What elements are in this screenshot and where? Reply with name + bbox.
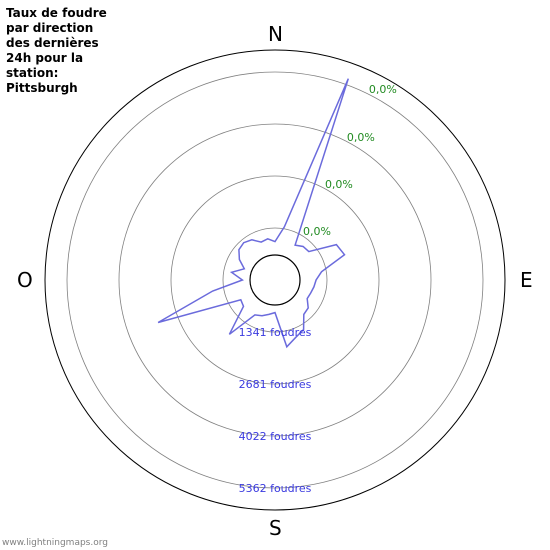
strike-ring-label: 2681 foudres (205, 378, 345, 391)
strike-ring-label: 1341 foudres (205, 326, 345, 339)
pct-ring-label: 0,0% (369, 83, 429, 96)
pct-ring-label: 0,0% (303, 225, 363, 238)
source-footer: www.lightningmaps.org (2, 538, 108, 548)
chart-title: Taux de foudre par direction des dernièr… (6, 6, 116, 96)
cardinal-s: S (269, 516, 282, 540)
cardinal-e: E (520, 268, 533, 292)
strike-ring-label: 4022 foudres (205, 430, 345, 443)
strike-ring-label: 5362 foudres (205, 482, 345, 495)
cardinal-n: N (268, 22, 283, 46)
cardinal-w: O (17, 268, 33, 292)
pct-ring-label: 0,0% (347, 131, 407, 144)
pct-ring-label: 0,0% (325, 178, 385, 191)
